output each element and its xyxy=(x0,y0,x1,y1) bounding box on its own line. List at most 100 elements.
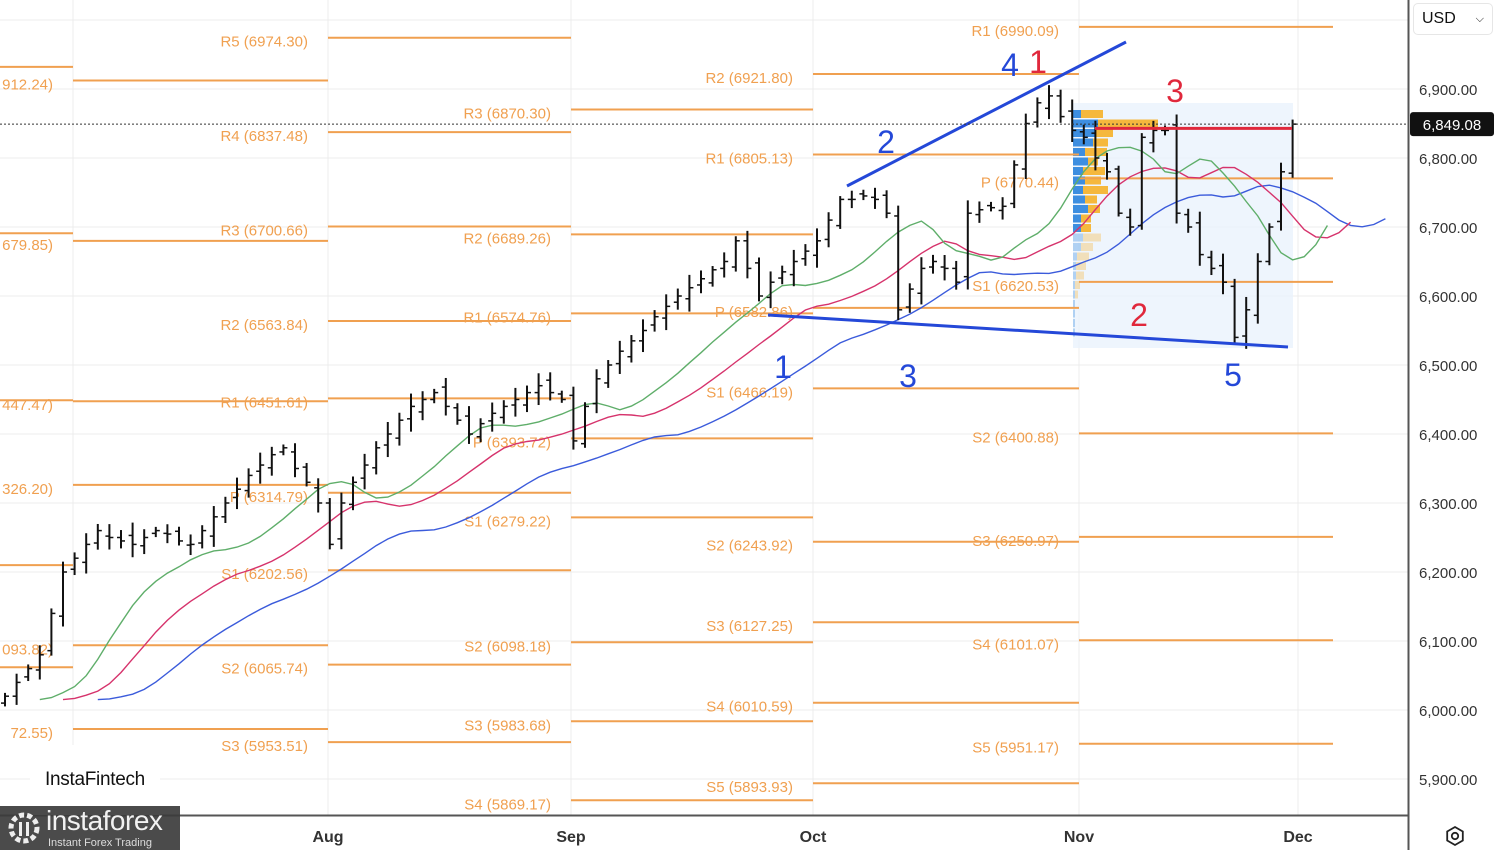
pivot-label: S1 (6466.19) xyxy=(706,384,793,401)
pivot-label: 912.24) xyxy=(2,77,53,94)
currency-selector[interactable]: USD ⌵ xyxy=(1413,3,1493,35)
price-tick-label: 6,100.00 xyxy=(1419,634,1477,651)
pivot-label: P (6393.72) xyxy=(473,434,551,451)
volume-up-bar xyxy=(1073,195,1085,204)
pivot-label: S2 (6243.92) xyxy=(706,538,793,555)
volume-down-bar xyxy=(1081,243,1093,251)
volume-up-bar xyxy=(1073,309,1075,318)
volume-up-bar xyxy=(1073,176,1085,185)
alligator-indicator xyxy=(39,146,1386,701)
chevron-down-icon: ⌵ xyxy=(1475,12,1484,25)
pivot-label: R2 (6689.26) xyxy=(463,230,551,247)
pivot-label: S2 (6098.18) xyxy=(464,638,551,655)
volume-up-bar xyxy=(1073,214,1081,223)
price-tick-label: 6,200.00 xyxy=(1419,565,1477,582)
volume-down-bar xyxy=(1081,224,1091,232)
pivot-label: S5 (5893.93) xyxy=(706,779,793,796)
wave-label-blue: 5 xyxy=(1224,357,1242,393)
pivot-label: S2 (6400.88) xyxy=(972,429,1059,446)
volume-up-bar xyxy=(1073,252,1077,261)
pivot-label: S1 (6620.53) xyxy=(972,278,1059,295)
time-tick-label: Nov xyxy=(1064,829,1094,846)
volume-up-bar xyxy=(1073,186,1083,194)
pivot-label: R1 (6990.09) xyxy=(971,23,1059,40)
volume-up-bar xyxy=(1073,119,1098,128)
pivot-label: R3 (6870.30) xyxy=(463,105,551,122)
wave-label-red: 1 xyxy=(1029,44,1047,80)
last-price-badge xyxy=(1410,112,1494,137)
grid xyxy=(0,0,1408,815)
pivot-label: R1 (6805.13) xyxy=(705,150,793,167)
pivot-label: S1 (6202.56) xyxy=(221,566,308,583)
volume-down-bar xyxy=(1098,119,1158,128)
pivot-label: R1 (6574.76) xyxy=(463,309,551,326)
volume-up-bar xyxy=(1073,319,1075,327)
pivot-label: P (6314.79) xyxy=(230,489,308,506)
volume-up-bar xyxy=(1073,281,1075,289)
pivot-label: P (6770.44) xyxy=(981,174,1059,191)
wave-label-red: 2 xyxy=(1130,297,1148,333)
volume-up-bar xyxy=(1073,300,1075,308)
time-tick-label: Oct xyxy=(800,829,827,846)
pivot-label: S4 (6010.59) xyxy=(706,699,793,716)
alligator-lips-line xyxy=(39,146,1328,701)
price-tick-label: 6,900.00 xyxy=(1419,82,1477,99)
alligator-jaw-line xyxy=(97,184,1386,701)
currency-value: USD xyxy=(1422,10,1456,27)
wave-label-red: 3 xyxy=(1166,73,1184,109)
volume-down-bar xyxy=(1088,205,1100,213)
price-tick-label: 6,300.00 xyxy=(1419,496,1477,513)
logo-tagline: Instant Forex Trading xyxy=(48,837,152,849)
logo-name: instaforex xyxy=(46,805,163,836)
time-tick-label: Sep xyxy=(556,829,586,846)
instafintech-watermark: InstaFintech xyxy=(30,745,160,815)
drawings: 1 2 3 4 5 1 2 3 xyxy=(0,40,1408,394)
time-tick-label: Dec xyxy=(1283,829,1312,846)
upper-trendline xyxy=(846,40,1127,188)
pivot-label: R5 (6974.30) xyxy=(220,34,308,51)
wave-label-blue: 3 xyxy=(899,358,917,394)
volume-up-bar xyxy=(1073,205,1088,213)
lower-trendline xyxy=(767,313,1289,349)
volume-up-bar xyxy=(1073,148,1085,156)
instaforex-logo: instaforex Instant Forex Trading xyxy=(0,806,180,850)
pivot-label: S5 (5951.17) xyxy=(972,740,1059,757)
price-tick-label: 6,000.00 xyxy=(1419,703,1477,720)
volume-down-bar xyxy=(1081,110,1103,118)
volume-up-bar xyxy=(1073,157,1088,166)
settings-gear-icon[interactable] xyxy=(1444,825,1466,847)
pivot-label: P (6582.86) xyxy=(715,304,793,321)
pivot-label: R3 (6700.66) xyxy=(220,223,308,240)
pivot-label: S4 (6101.07) xyxy=(972,636,1059,653)
volume-down-bar xyxy=(1077,252,1089,261)
pivot-label: 093.82) xyxy=(2,641,53,658)
last-price-label: 6,849.08 xyxy=(1423,117,1481,134)
pivot-label: S3 (5953.51) xyxy=(221,738,308,755)
volume-up-bar xyxy=(1073,233,1083,242)
volume-down-bar xyxy=(1075,290,1078,299)
volume-down-bar xyxy=(1083,186,1108,194)
price-tick-label: 5,900.00 xyxy=(1419,772,1477,789)
volume-up-bar xyxy=(1073,243,1081,251)
wave-label-blue: 1 xyxy=(774,349,792,385)
volume-profile xyxy=(1073,103,1293,348)
pivot-label: 679.85) xyxy=(2,237,53,254)
volume-down-bar xyxy=(1085,195,1097,204)
pivot-label: S1 (6279.22) xyxy=(464,513,551,530)
volume-down-bar xyxy=(1081,214,1091,223)
volume-down-bar xyxy=(1093,138,1108,147)
pivot-label: S3 (6250.97) xyxy=(972,533,1059,550)
pivot-label: R2 (6563.84) xyxy=(220,317,308,334)
price-tick-label: 6,600.00 xyxy=(1419,289,1477,306)
pivot-label: S3 (6127.25) xyxy=(706,618,793,635)
volume-down-bar xyxy=(1083,233,1101,242)
volume-down-bar xyxy=(1075,281,1080,289)
pivot-label: 447.47) xyxy=(2,397,53,414)
instaforex-gear-icon xyxy=(8,812,40,844)
wave-label-blue: 2 xyxy=(877,124,895,160)
pivot-label: S3 (5983.68) xyxy=(464,717,551,734)
pivot-label: 72.55) xyxy=(10,725,53,742)
volume-down-bar xyxy=(1083,167,1105,175)
